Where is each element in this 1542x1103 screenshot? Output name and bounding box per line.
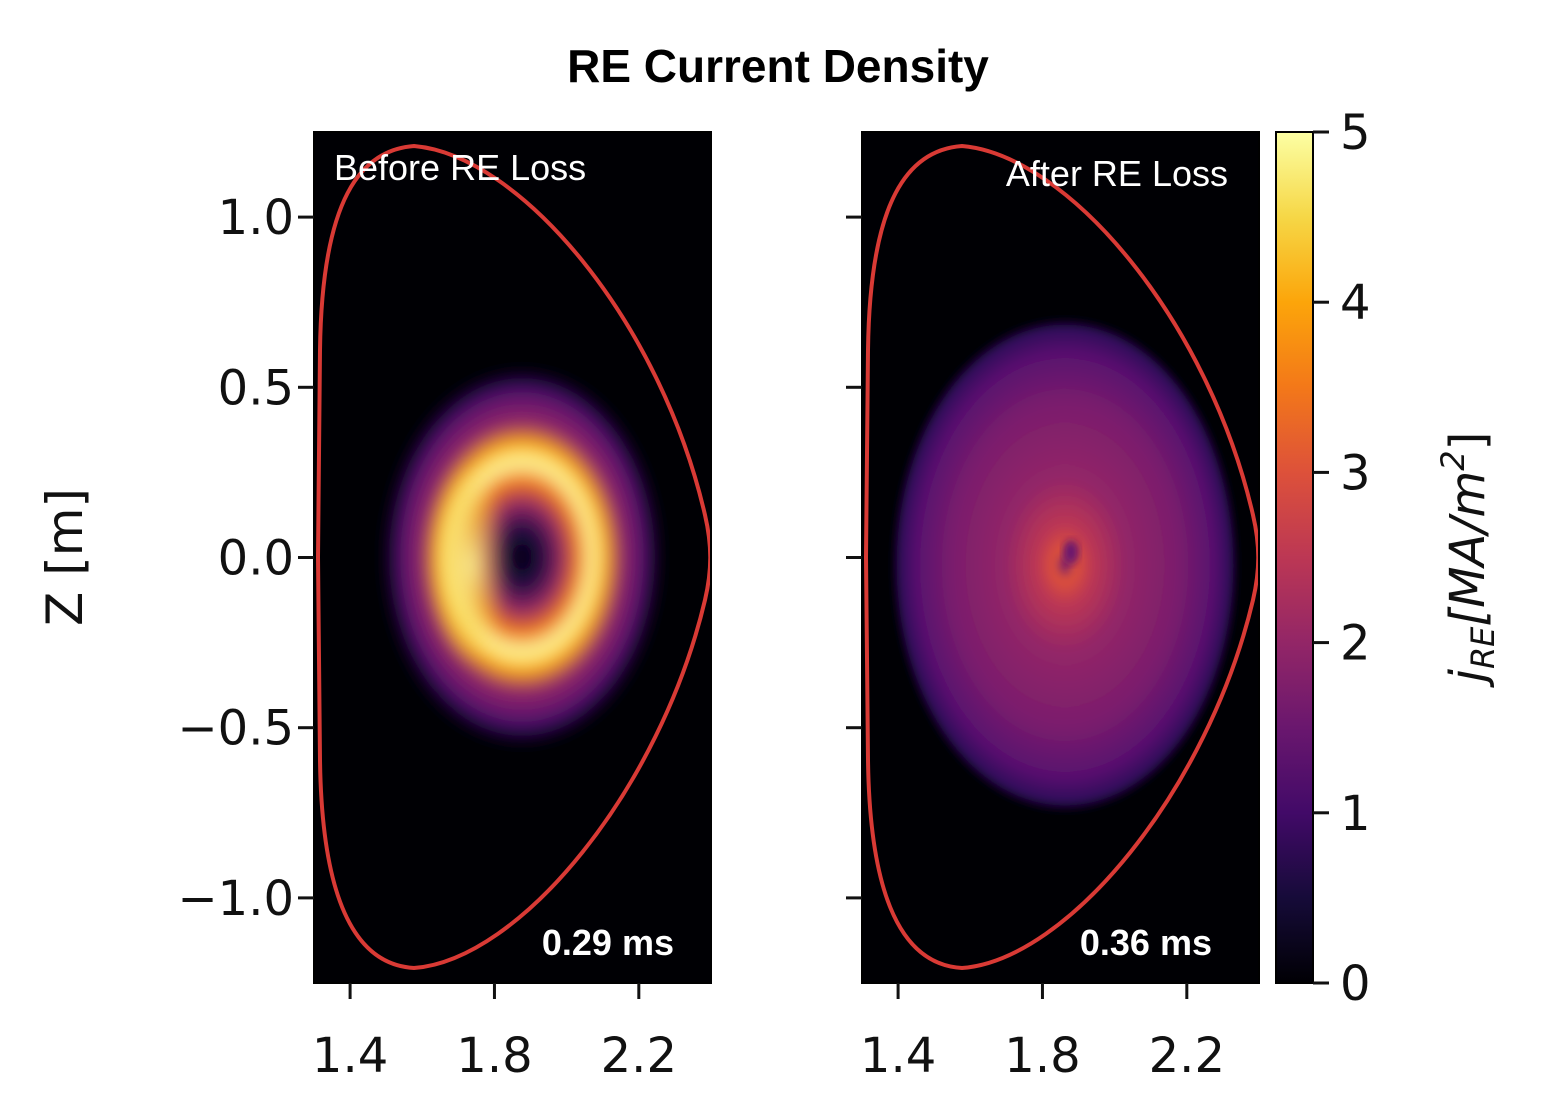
panel-before: Before RE Loss 0.29 ms [313,131,712,984]
y-tick-label-1: 0.5 [218,360,294,416]
x-axis-after: 1.4 1.8 2.2 [860,983,1225,1084]
plasma-boundary [315,143,711,971]
time-label-after: 0.36 ms [1080,922,1212,963]
panel-label-before: Before RE Loss [334,147,586,188]
colorbar-label-sub: RE [1464,626,1502,669]
colorbar-tick-label-3: 3 [1340,445,1371,501]
colorbar-label-close: ] [1440,432,1496,451]
colorbar-tick-label-5: 5 [1340,105,1371,161]
x-tick-label-0-2: 2.2 [601,1028,677,1084]
colorbar-tick-label-0: 0 [1340,956,1371,1012]
colorbar-tick-label-1: 1 [1340,786,1371,842]
core-hole [1063,540,1079,564]
colorbar-tick-label-4: 4 [1340,275,1371,331]
x-tick-label-1-1: 1.8 [1004,1028,1080,1084]
panel-after: After RE Loss 0.36 ms [861,131,1260,984]
y-tick-label-3: −0.5 [177,701,294,757]
colorbar-label-main: j [1440,668,1496,688]
colorbar-gradient [1275,131,1314,984]
x-tick-label-1-2: 2.2 [1149,1028,1225,1084]
ring-distribution [382,367,662,747]
colorbar-label-unit: [MA/m [1440,471,1496,627]
time-label-before: 0.29 ms [542,922,674,963]
y-tick-label-0: 1.0 [218,190,294,246]
panel-label-after: After RE Loss [1006,153,1228,194]
x-axis-before: 1.4 1.8 2.2 [312,983,677,1084]
x-tick-label-0-1: 1.8 [456,1028,532,1084]
x-tick-label-0-0: 1.4 [312,1028,388,1084]
y-axis-label: Z [m] [36,488,94,626]
y-tick-label-4: −1.0 [177,871,294,927]
x-tick-label-1-0: 1.4 [860,1028,936,1084]
y-tick-label-2: 0.0 [218,531,294,587]
colorbar-tick-label-2: 2 [1340,616,1371,672]
y-axis: 1.0 0.5 0.0 −0.5 −1.0 [177,190,862,927]
colorbar-label-exp: 2 [1434,450,1472,470]
colorbar-label: jRE[MA/m2] [1434,432,1502,689]
plasma-boundary-after [863,143,1259,971]
colorbar-ticks: 0 1 2 3 4 5 [1313,105,1371,1012]
chart-title: RE Current Density [567,40,989,92]
ring-bright-crescent [430,465,510,665]
broad-distribution [890,315,1240,815]
